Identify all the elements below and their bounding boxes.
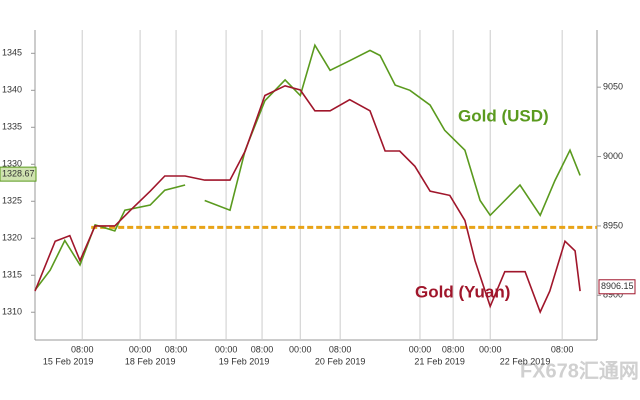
- last-value-box: [0, 166, 37, 182]
- y-tick-label: 1330: [2, 159, 22, 169]
- y2-tick-label: 9050: [603, 82, 623, 92]
- legend-label: Gold (USD): [458, 106, 549, 125]
- x-tick-label: 00:00: [129, 344, 152, 354]
- x-tick-label: 08:00: [329, 344, 352, 354]
- x-tick-label: 00:00: [409, 344, 432, 354]
- x-tick-label: 08:00: [165, 344, 188, 354]
- x-date-label: 21 Feb 2019: [414, 356, 465, 366]
- y-tick-label: 1310: [2, 307, 22, 317]
- x-tick-label: 00:00: [215, 344, 238, 354]
- x-tick-label: 00:00: [289, 344, 312, 354]
- series-line: [34, 43, 581, 291]
- x-date-label: 15 Feb 2019: [43, 356, 94, 366]
- y-tick-label: 1325: [2, 196, 22, 206]
- legend-label: Gold (Yuan): [415, 282, 510, 301]
- y2-tick-label: 9000: [603, 151, 623, 161]
- y-tick-label: 1320: [2, 233, 22, 243]
- x-date-label: 22 Feb 2019: [500, 356, 551, 366]
- x-tick-label: 00:00: [479, 344, 502, 354]
- x-date-label: 20 Feb 2019: [315, 356, 366, 366]
- last-value-label: 8906.15: [601, 281, 634, 291]
- y2-tick-label: 8900: [603, 290, 623, 300]
- x-tick-label: 08:00: [551, 344, 574, 354]
- x-tick-label: 08:00: [442, 344, 465, 354]
- y-tick-label: 1340: [2, 85, 22, 95]
- y-tick-label: 1315: [2, 270, 22, 280]
- series-line: [34, 84, 581, 315]
- watermark: FX678汇通网: [520, 359, 639, 382]
- x-tick-label: 08:00: [71, 344, 94, 354]
- y-tick-label: 1345: [2, 48, 22, 58]
- y2-tick-label: 8950: [603, 220, 623, 230]
- x-tick-label: 08:00: [251, 344, 274, 354]
- last-value-label: 1328.67: [2, 169, 35, 179]
- y-tick-label: 1335: [2, 122, 22, 132]
- last-value-box: [598, 279, 636, 295]
- x-date-label: 19 Feb 2019: [219, 356, 270, 366]
- x-date-label: 18 Feb 2019: [125, 356, 176, 366]
